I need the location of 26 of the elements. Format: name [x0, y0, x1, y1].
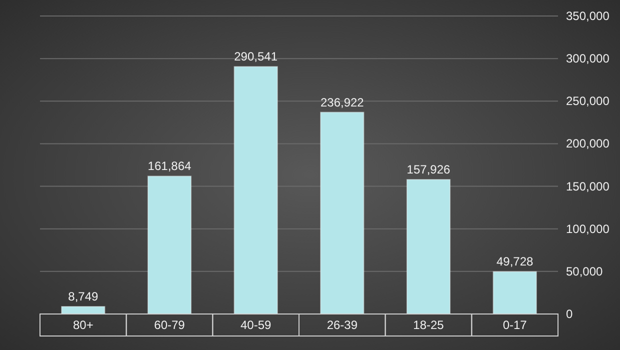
x-tick-label: 26-39	[326, 318, 358, 332]
x-tick-label: 0-17	[502, 318, 528, 332]
x-tick-label: 18-25	[413, 318, 444, 332]
bar	[406, 179, 451, 314]
data-label: 290,541	[234, 50, 278, 64]
y-tick-label: 250,000	[566, 94, 610, 108]
data-label: 157,926	[406, 162, 451, 177]
y-tick-label: 150,000	[566, 179, 610, 194]
data-label: 8,749	[68, 290, 99, 304]
data-label: 236,922	[320, 95, 364, 110]
data-label: 161,864	[148, 159, 192, 174]
data-label: 49,728	[496, 254, 534, 269]
bar	[234, 66, 278, 314]
y-tick-label: 350,000	[566, 9, 610, 23]
bar	[492, 271, 537, 314]
bar	[320, 112, 364, 314]
y-tick-label: 0	[566, 307, 573, 321]
x-tick-label: 60-79	[154, 318, 186, 332]
y-tick-label: 50,000	[566, 264, 604, 278]
y-tick-label: 200,000	[566, 136, 610, 151]
y-tick-label: 100,000	[566, 222, 610, 236]
bar	[147, 176, 192, 314]
bar	[61, 306, 106, 314]
x-tick-label: 40-59	[240, 318, 272, 332]
y-tick-label: 300,000	[566, 52, 610, 66]
x-tick-label: 80+	[72, 318, 94, 332]
